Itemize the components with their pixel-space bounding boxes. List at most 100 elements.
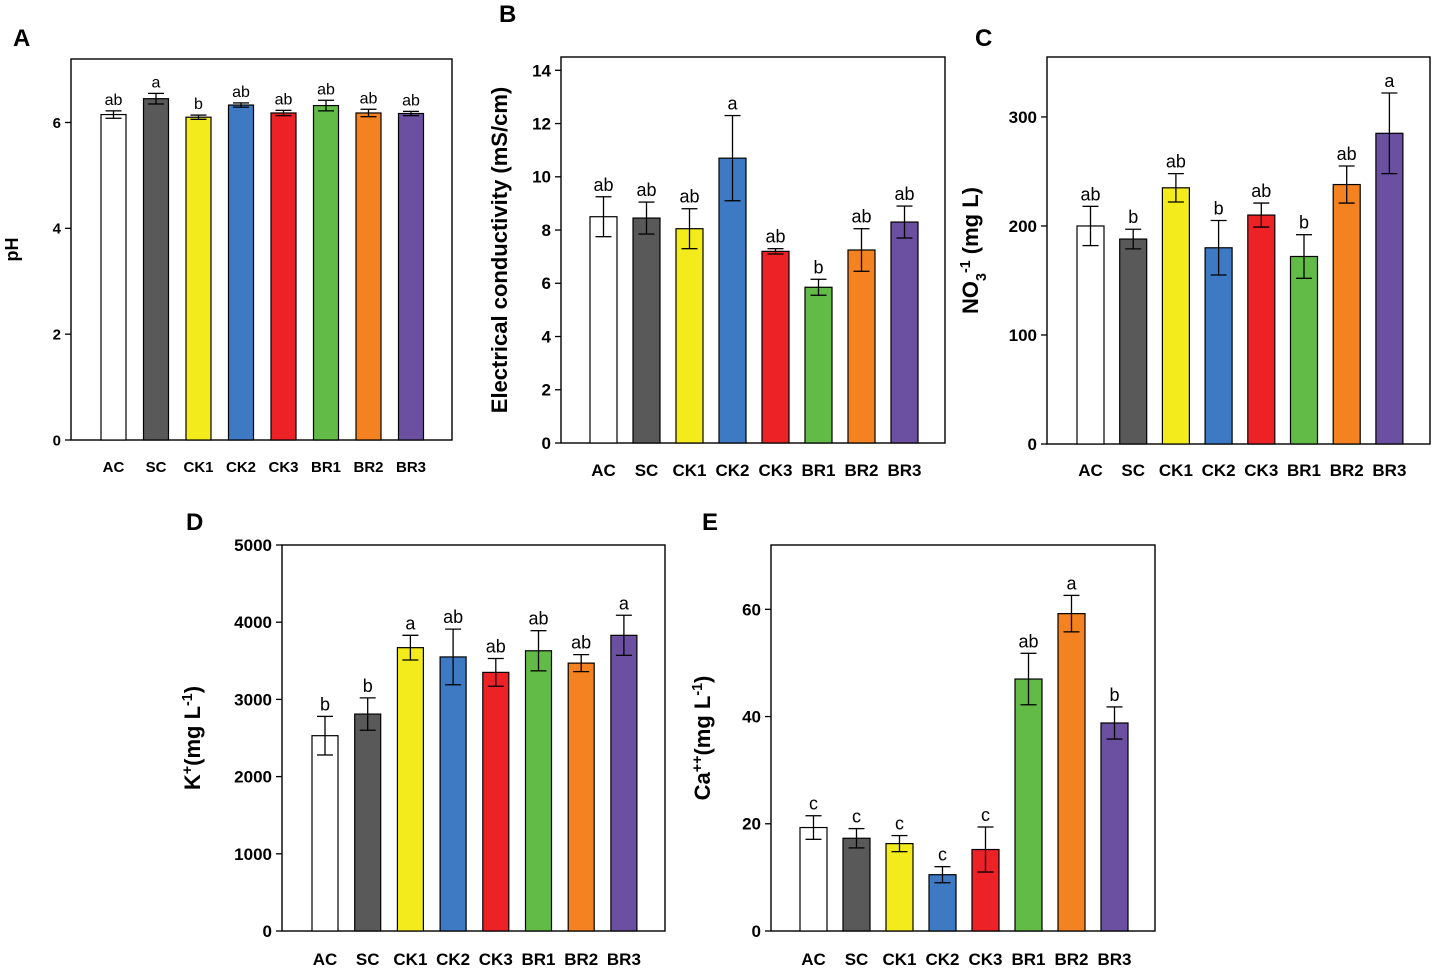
- x-tick-label: SC: [146, 459, 167, 476]
- panel-label: B: [499, 1, 516, 28]
- x-tick-label: BR1: [311, 459, 341, 476]
- significance-letter: a: [1384, 71, 1395, 91]
- plot-frame: [281, 544, 666, 932]
- bar-sc: [1119, 238, 1148, 445]
- significance-letter: ab: [486, 636, 506, 656]
- y-axis-title-part: ++: [690, 756, 706, 773]
- x-tick-label: CK1: [183, 459, 213, 476]
- significance-letter: a: [727, 94, 738, 114]
- y-tick-label: 0: [1028, 435, 1037, 454]
- x-tick-label: AC: [591, 461, 616, 480]
- bar-ck1: [185, 116, 212, 441]
- plot-frame: [70, 58, 453, 441]
- significance-letter: b: [363, 676, 373, 696]
- y-tick-label: 1000: [234, 845, 272, 864]
- x-tick-label: BR2: [353, 459, 383, 476]
- x-tick-label: BR1: [1287, 461, 1321, 480]
- significance-letter: ab: [1080, 184, 1100, 204]
- significance-letter: ab: [105, 92, 123, 109]
- y-tick-label: 3000: [234, 690, 272, 709]
- significance-letter: ab: [232, 84, 250, 101]
- bar-ck3: [270, 112, 297, 441]
- y-axis-title-part: Ca: [690, 771, 715, 800]
- x-tick-label: AC: [103, 459, 125, 476]
- x-tick-label: CK3: [1244, 461, 1278, 480]
- y-axis-title-part: +: [180, 766, 196, 774]
- bar-ac: [1076, 225, 1105, 445]
- y-axis-title-part: 3: [974, 273, 990, 281]
- bar-ck1: [675, 228, 704, 444]
- bar-br2: [567, 662, 595, 932]
- significance-letter: ab: [765, 227, 785, 247]
- y-tick-label: 60: [742, 600, 761, 619]
- bar-br3: [890, 221, 919, 444]
- bar-ck1: [885, 843, 914, 932]
- y-tick-label: 300: [1009, 108, 1037, 127]
- y-tick-label: 0: [752, 922, 761, 941]
- significance-letter: c: [938, 845, 947, 865]
- significance-letter: b: [194, 96, 203, 113]
- bar-ck1: [396, 647, 424, 932]
- x-tick-label: CK1: [393, 950, 427, 967]
- x-tick-label: SC: [635, 461, 659, 480]
- significance-letter: b: [1109, 685, 1119, 705]
- x-tick-label: CK2: [436, 950, 470, 967]
- panel-label: C: [975, 25, 992, 52]
- panel-a: A 0 2 4 6 ab AC a SC b CK1 ab CK2 ab CK3 ab BR1 ab BR2 ab BR…: [2, 25, 453, 476]
- y-tick-label: 12: [532, 115, 551, 134]
- panel-e: E 0 20 40 60 c AC c SC c CK1 c CK2 c CK3 ab BR1 a BR2 b BR3 C…: [690, 509, 1156, 969]
- significance-letter: ab: [894, 184, 914, 204]
- y-tick-label: 0: [53, 432, 61, 449]
- significance-letter: ab: [443, 607, 463, 627]
- panel-label: D: [186, 509, 203, 536]
- bar-br3: [610, 634, 638, 932]
- x-tick-label: CK3: [758, 461, 792, 480]
- x-tick-label: BR3: [1372, 461, 1406, 480]
- bar-ck3: [761, 250, 790, 444]
- y-axis-title-part: -1: [958, 260, 974, 273]
- bar-br1: [312, 104, 340, 441]
- y-axis-title: K+(mg L-1): [180, 686, 205, 790]
- y-axis-title-part: -1: [180, 693, 196, 706]
- x-tick-label: BR2: [1330, 461, 1364, 480]
- significance-letter: b: [813, 257, 823, 277]
- x-tick-label: AC: [801, 950, 826, 967]
- x-tick-label: CK3: [968, 950, 1002, 967]
- y-tick-label: 20: [742, 815, 761, 834]
- y-axis-title: pH: [2, 238, 22, 262]
- bar-ac: [799, 826, 828, 932]
- x-tick-label: BR1: [521, 950, 555, 967]
- significance-letter: b: [1128, 207, 1138, 227]
- x-tick-label: SC: [845, 950, 869, 967]
- significance-letter: ab: [317, 81, 335, 98]
- bar-ck2: [439, 656, 467, 932]
- y-tick-label: 200: [1009, 217, 1037, 236]
- significance-letter: ab: [528, 609, 548, 629]
- x-tick-label: AC: [1078, 461, 1103, 480]
- y-axis-title-part: ): [180, 686, 205, 693]
- x-tick-label: SC: [356, 950, 380, 967]
- y-tick-label: 6: [53, 115, 61, 132]
- panel-b: B 0 2 4 6 8 10 12 14 ab AC ab SC ab CK1 a CK2 ab CK3 b BR1 ab…: [487, 1, 946, 480]
- y-tick-label: 4000: [234, 613, 272, 632]
- y-axis-title-part: (mg L: [690, 696, 715, 756]
- bar-sc: [354, 713, 382, 932]
- x-tick-label: CK1: [882, 950, 916, 967]
- significance-letter: ab: [636, 180, 656, 200]
- significance-letter: ab: [571, 633, 591, 653]
- y-axis-title: Electrical conductivity (mS/cm): [487, 87, 512, 413]
- bar-ac: [311, 735, 339, 932]
- panel-d: D 0 1000 2000 3000 4000 5000 b AC b SC a CK1 ab CK2 ab C…: [180, 509, 666, 969]
- y-axis-title: Ca++(mg L-1): [690, 676, 715, 801]
- bar-sc: [142, 98, 170, 441]
- y-axis-title: NO3-1 (mg L): [958, 187, 990, 314]
- y-tick-label: 2000: [234, 768, 272, 787]
- panel-c: C 0 100 200 300 ab AC b SC ab CK1 b CK2 ab CK3 b BR1 ab BR…: [958, 25, 1431, 480]
- bar-ck2: [227, 104, 255, 441]
- x-tick-label: CK1: [1159, 461, 1193, 480]
- x-tick-label: BR2: [844, 461, 878, 480]
- y-tick-label: 10: [532, 168, 551, 187]
- x-tick-label: BR3: [887, 461, 921, 480]
- x-tick-label: CK2: [925, 950, 959, 967]
- significance-letter: ab: [1251, 181, 1271, 201]
